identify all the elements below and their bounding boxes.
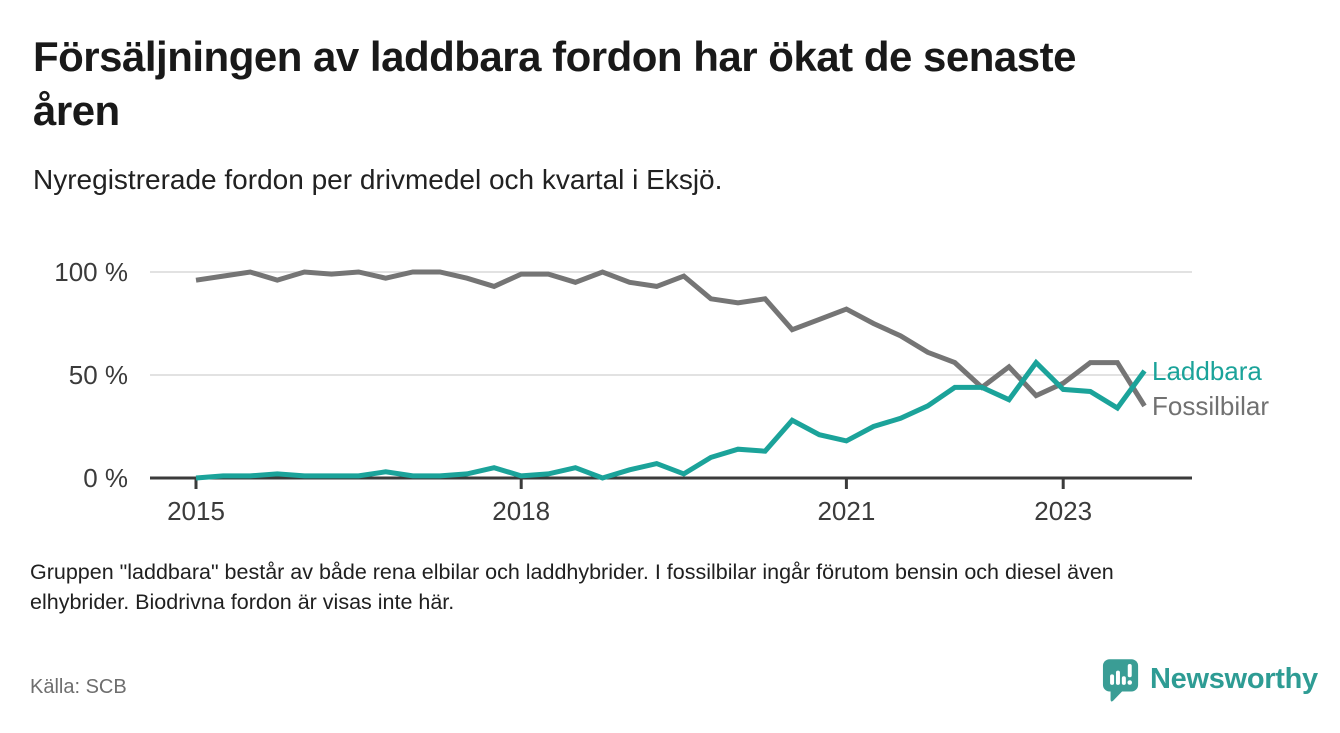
title-line-1: Försäljningen av laddbara fordon har öka… [33, 33, 1076, 80]
page-title: Försäljningen av laddbara fordon har öka… [33, 30, 1283, 138]
source-credit: Källa: SCB [30, 676, 127, 698]
brand-name: Newsworthy [1150, 662, 1318, 695]
line-chart: 0 % 50 % 100 % 2015 2018 2021 2023 [54, 257, 1192, 526]
series-label-laddbara: Laddbara [1152, 355, 1262, 386]
brand-logo: Newsworthy [1102, 658, 1318, 706]
y-tick-label: 50 % [69, 360, 128, 390]
footnote-line-1: Gruppen "laddbara" består av både rena e… [30, 560, 1114, 584]
x-tick-label: 2018 [492, 496, 550, 526]
series-label-fossilbilar: Fossilbilar [1152, 390, 1270, 421]
series-line-laddbara [195, 358, 1147, 481]
y-tick-label: 0 % [83, 463, 128, 493]
title-line-2: åren [33, 87, 120, 134]
chart-subtitle: Nyregistrerade fordon per drivmedel och … [33, 164, 723, 195]
x-tick-label: 2021 [817, 496, 875, 526]
x-tick-label: 2015 [167, 496, 225, 526]
footnote: Gruppen "laddbara" består av både rena e… [30, 557, 1310, 617]
x-tick-label: 2023 [1034, 496, 1092, 526]
newsworthy-icon [1102, 659, 1139, 702]
series-line-fossilbilar [195, 269, 1147, 408]
footnote-line-2: elhybrider. Biodrivna fordon är visas in… [30, 590, 455, 614]
y-tick-label: 100 % [54, 257, 128, 287]
